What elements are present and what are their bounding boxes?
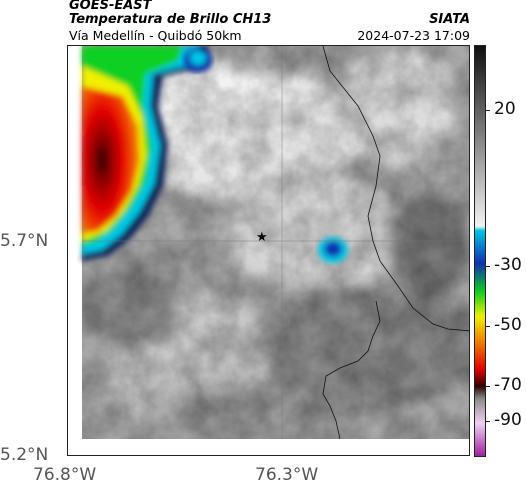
- star-marker: ★: [256, 230, 268, 245]
- timestamp: 2024-07-23 17:09: [357, 28, 470, 43]
- product-title: Temperatura de Brillo CH13: [69, 12, 272, 27]
- temperature-colorbar: [474, 45, 486, 457]
- latitude-label-top: 5.7°N: [0, 231, 49, 251]
- colorbar-label: -30: [494, 255, 522, 275]
- colorbar-label: 20: [494, 99, 516, 119]
- brightness-temperature-field: [68, 46, 469, 455]
- colorbar-label: -90: [494, 410, 522, 430]
- colorbar-tick: [486, 421, 490, 422]
- longitude-label-left: 76.8°W: [33, 465, 97, 485]
- colorbar-tick: [486, 326, 490, 327]
- longitude-label-middle: 76.3°W: [255, 465, 319, 485]
- latitude-label-bottom: 5.2°N: [0, 445, 49, 465]
- satellite-map[interactable]: ★: [67, 45, 470, 456]
- colorbar-label: -70: [494, 375, 522, 395]
- colorbar-tick: [486, 266, 490, 267]
- colorbar-tick: [486, 110, 490, 111]
- region-label: Vía Medellín - Quibdó 50km: [69, 28, 242, 43]
- colorbar-label: -50: [494, 315, 522, 335]
- colorbar-tick: [486, 386, 490, 387]
- satellite-title: GOES-EAST: [69, 0, 152, 13]
- agency-label: SIATA: [429, 12, 470, 27]
